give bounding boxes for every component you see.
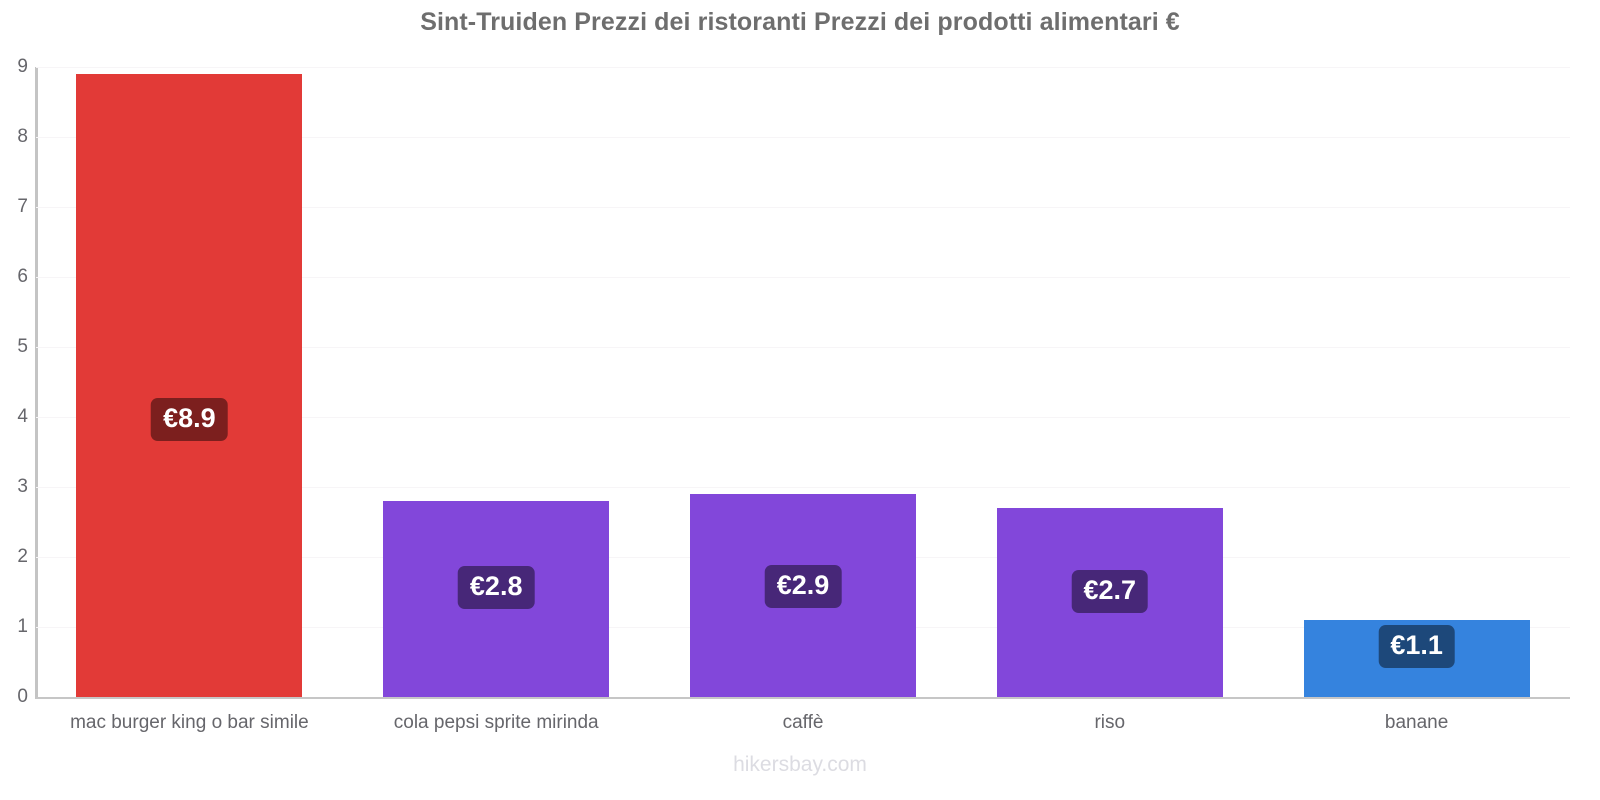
y-axis-tick-label: 0: [17, 686, 28, 707]
bar[interactable]: €1.1: [1303, 620, 1530, 697]
footer-credit: hikersbay.com: [733, 753, 867, 776]
page-title: Sint-Truiden Prezzi dei ristoranti Prezz…: [420, 8, 1180, 36]
bar-value-label: €2.8: [457, 565, 535, 609]
y-axis-line: [35, 67, 38, 699]
x-axis-category-label: riso: [1094, 712, 1126, 733]
y-axis-tick-label: 4: [17, 406, 28, 427]
gridline: [36, 347, 1570, 348]
y-axis-tick-label: 2: [17, 546, 28, 567]
bar[interactable]: €2.9: [690, 494, 916, 697]
gridline: [36, 697, 1570, 699]
bar[interactable]: €8.9: [76, 74, 303, 697]
y-axis-tick-label: 7: [17, 196, 28, 217]
gridline: [36, 417, 1570, 418]
bar[interactable]: €2.8: [383, 501, 610, 697]
bar-value-label: €2.7: [1071, 570, 1149, 614]
y-axis-tick-label: 1: [17, 616, 28, 637]
y-axis-tick-label: 5: [17, 336, 28, 357]
bar-value-label: €1.1: [1378, 624, 1455, 668]
gridline: [36, 487, 1570, 488]
x-axis-category-label: cola pepsi sprite mirinda: [393, 712, 599, 733]
gridline: [36, 137, 1570, 138]
gridline: [36, 207, 1570, 208]
x-axis-category-label: caffè: [782, 712, 824, 733]
bar-value-label: €2.9: [764, 565, 842, 609]
x-axis-category-label: mac burger king o bar simile: [70, 712, 309, 733]
plot-area: €8.9 €2.8 €2.9 €2.7 €1.1: [36, 67, 1570, 699]
x-axis-category-label: banane: [1384, 712, 1449, 733]
y-axis-tick-label: 8: [17, 126, 28, 147]
y-axis-tick-label: 9: [17, 56, 28, 77]
gridline: [36, 277, 1570, 278]
gridline: [36, 67, 1570, 68]
bar-value-label: €8.9: [151, 397, 228, 441]
y-axis-tick-label: 6: [17, 266, 28, 287]
bar[interactable]: €2.7: [996, 508, 1223, 697]
y-axis-tick-label: 3: [17, 476, 28, 497]
